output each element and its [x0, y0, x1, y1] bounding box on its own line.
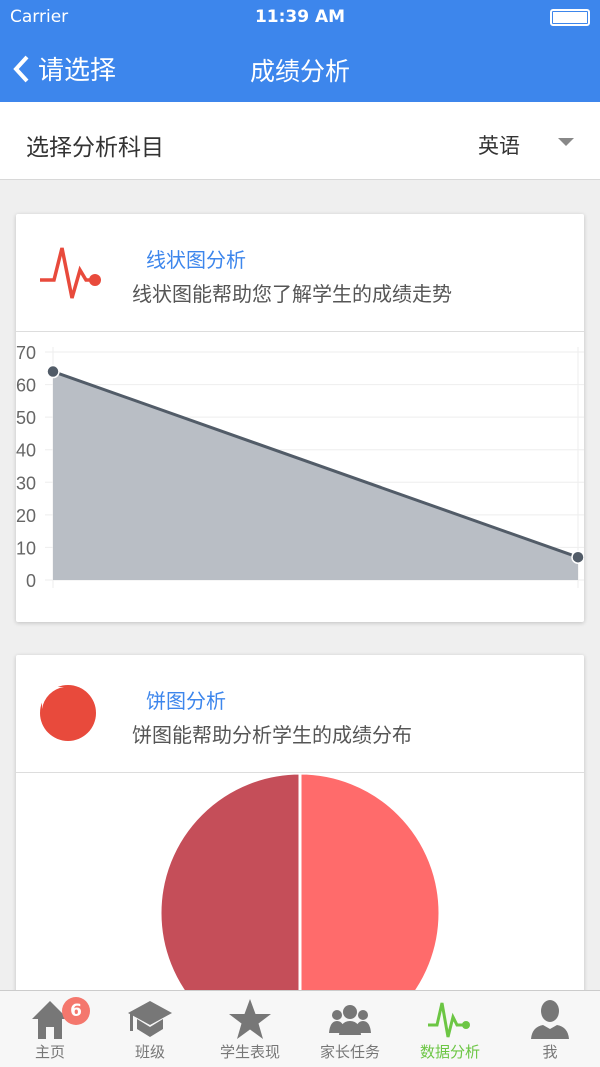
- page-title: 成绩分析: [249, 57, 350, 86]
- selected-subject[interactable]: 英语: [478, 134, 520, 158]
- pie-chart-icon: [40, 685, 96, 741]
- data-point: [46, 364, 60, 379]
- tab-label: 主页: [34, 1043, 65, 1061]
- pie-chart: [158, 773, 442, 1055]
- status-bar: Carrier 11:39 AM: [0, 0, 600, 34]
- user-icon: [531, 1000, 569, 1039]
- tab-label: 家长任务: [319, 1043, 380, 1061]
- home-icon: [32, 1001, 68, 1039]
- y-tick-label: 60: [16, 376, 36, 396]
- tab-bar: 6 主页 班级 学生表现 家长任务 数据分析 我: [0, 990, 600, 1067]
- star-icon: [229, 999, 271, 1039]
- card-description: 线状图能帮助您了解学生的成绩走势: [132, 282, 452, 306]
- tab-performance[interactable]: 学生表现: [200, 991, 300, 1067]
- tab-label: 学生表现: [219, 1043, 280, 1061]
- tab-me[interactable]: 我: [500, 991, 600, 1067]
- notification-badge: 6: [62, 997, 90, 1025]
- clock: 11:39 AM: [254, 7, 346, 27]
- tab-label: 我: [542, 1043, 558, 1061]
- subject-selector[interactable]: 选择分析科目 英语: [0, 102, 600, 180]
- series-line: [52, 370, 579, 559]
- y-tick-label: 40: [16, 441, 36, 461]
- nav-bar: Carrier 11:39 AM 请选择 成绩分析: [0, 0, 600, 102]
- y-tick-label: 50: [16, 408, 36, 428]
- area-fill: [53, 371, 578, 580]
- y-tick-label: 0: [26, 571, 36, 591]
- tab-parent-tasks[interactable]: 家长任务: [300, 991, 400, 1067]
- graduation-cap-icon: [128, 1001, 172, 1037]
- tab-home[interactable]: 6 主页: [0, 991, 100, 1067]
- card-title: 线状图分析: [146, 248, 246, 272]
- carrier: Carrier: [10, 7, 69, 27]
- back-label: 请选择: [38, 56, 117, 86]
- y-tick-label: 20: [16, 506, 36, 526]
- caret-down-icon[interactable]: [558, 138, 574, 146]
- card-description: 饼图能帮助分析学生的成绩分布: [132, 723, 412, 747]
- tab-class[interactable]: 班级: [100, 991, 200, 1067]
- line-chart-card: 线状图分析 线状图能帮助您了解学生的成绩走势 0 10 20 30 40 50 60 70: [16, 214, 584, 622]
- selector-label: 选择分析科目: [26, 135, 164, 161]
- group-icon: [329, 1005, 371, 1035]
- card-title: 饼图分析: [146, 689, 226, 713]
- y-tick-label: 30: [16, 473, 36, 493]
- data-point: [571, 550, 584, 564]
- y-tick-label: 10: [16, 538, 36, 558]
- heartbeat-icon: [428, 1002, 470, 1038]
- tab-label: 班级: [134, 1043, 165, 1061]
- pie-chart-card: 饼图分析 饼图能帮助分析学生的成绩分布: [16, 655, 584, 1055]
- back-button[interactable]: 请选择: [12, 50, 116, 87]
- battery-icon: [550, 9, 590, 26]
- line-chart: 0 10 20 30 40 50 60 70: [16, 343, 584, 591]
- tab-data-analysis[interactable]: 数据分析: [400, 991, 500, 1067]
- y-tick-label: 70: [16, 343, 36, 363]
- heartbeat-icon: [40, 247, 101, 299]
- chevron-left-icon: [13, 55, 29, 82]
- tab-label: 数据分析: [419, 1043, 480, 1061]
